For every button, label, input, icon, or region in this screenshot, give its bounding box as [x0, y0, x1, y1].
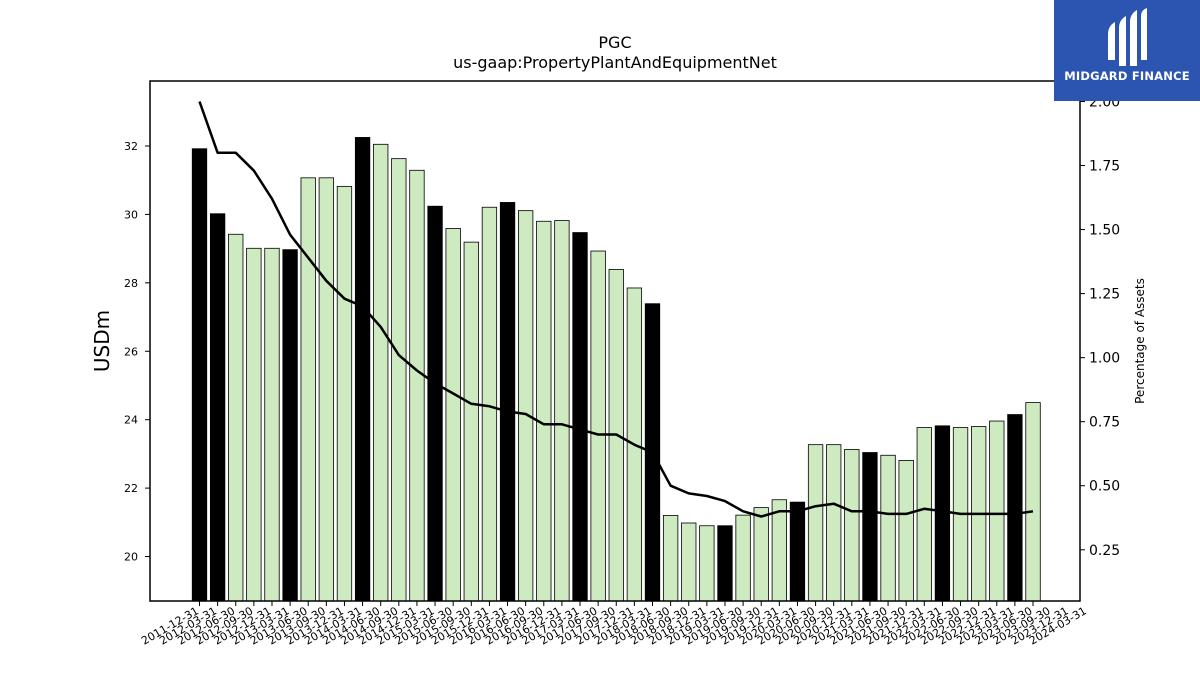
bar [427, 205, 443, 602]
bar [318, 177, 334, 602]
y2-tick-label: 1.25 [1089, 287, 1120, 303]
bar [789, 501, 806, 602]
y-tick-label: 20 [124, 551, 138, 564]
bar [336, 185, 353, 602]
y2-tick-label: 0.75 [1089, 415, 1120, 431]
bar [898, 459, 914, 602]
brand-logo: MIDGARD FINANCE [1054, 0, 1200, 101]
bar [590, 250, 606, 602]
y-axis-label: USDm [90, 310, 114, 372]
bar [191, 148, 208, 602]
bar [264, 247, 280, 602]
bar [735, 514, 751, 602]
y-tick-label: 32 [124, 140, 138, 153]
bars-layer [191, 137, 1041, 602]
chart-subtitle: us-gaap:PropertyPlantAndEquipmentNet [453, 53, 777, 72]
bar [753, 507, 769, 602]
bar [771, 499, 787, 602]
y2-tick-label: 1.75 [1089, 159, 1120, 175]
bar [572, 232, 588, 602]
y-tick-label: 26 [124, 345, 138, 358]
y2-tick-label: 1.00 [1089, 351, 1120, 367]
y-tick-label: 30 [124, 208, 138, 221]
brand-name: MIDGARD FINANCE [1064, 69, 1190, 83]
bar [989, 420, 1005, 602]
line-layer [198, 101, 1034, 518]
bar [354, 137, 371, 602]
bar [1007, 414, 1023, 602]
bar [826, 444, 842, 602]
bar [934, 425, 951, 602]
bar [880, 454, 896, 602]
bar [536, 220, 552, 602]
y2-tick-label: 0.50 [1089, 479, 1120, 495]
line-series [198, 101, 1034, 518]
bar [499, 202, 516, 602]
y-tick-label: 22 [124, 482, 138, 495]
chart-title: PGC [598, 33, 631, 52]
bar [681, 522, 697, 602]
bar [409, 169, 425, 602]
bar [300, 177, 316, 602]
bar [209, 213, 226, 602]
y2-axis-label: Percentage of Assets [1133, 278, 1147, 404]
y-tick-label: 24 [124, 414, 138, 427]
bar [246, 247, 262, 602]
y-tick-label: 28 [124, 277, 138, 290]
bar [554, 220, 570, 602]
y2-tick-label: 1.50 [1089, 223, 1120, 239]
bar [228, 233, 244, 602]
bar [662, 515, 679, 602]
midgard-logo-icon [1108, 8, 1147, 66]
bar [807, 444, 824, 602]
bar [916, 427, 932, 602]
bar [717, 525, 733, 602]
y2-tick-label: 0.25 [1089, 543, 1120, 559]
bar [373, 143, 389, 602]
bar [445, 228, 461, 602]
bar [518, 210, 534, 602]
bar [463, 241, 479, 602]
plot-frame [149, 80, 1081, 602]
bar [481, 206, 498, 602]
bar [844, 449, 860, 602]
bar [699, 525, 715, 602]
bar [282, 249, 298, 602]
bar [1025, 402, 1041, 602]
bar [391, 158, 407, 602]
bar [862, 452, 878, 602]
